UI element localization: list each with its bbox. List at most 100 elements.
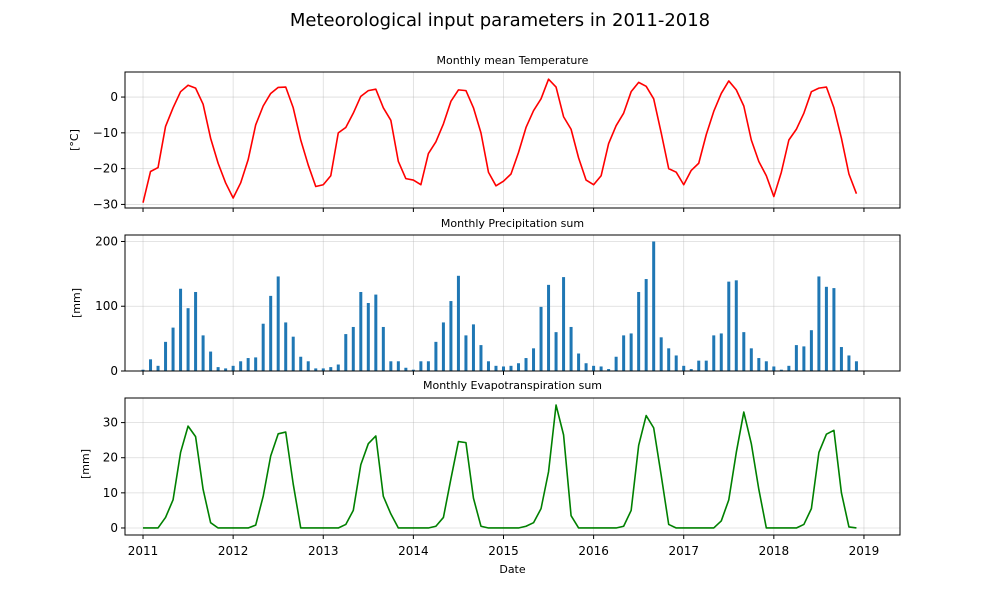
precipitation-bar-70 [667, 348, 671, 371]
precipitation-bar-24 [321, 368, 325, 371]
precipitation-bar-56 [562, 277, 566, 371]
precipitation-bar-2 [156, 365, 160, 371]
xtick-label-2: 2013 [308, 544, 339, 558]
x-axis-label: Date [499, 563, 526, 576]
precipitation-bar-95 [854, 361, 858, 371]
precipitation-bar-92 [832, 288, 836, 371]
precipitation-bar-8 [201, 335, 205, 371]
temperature-title: Monthly mean Temperature [437, 54, 589, 67]
evapotranspiration-ylabel: [mm] [79, 449, 92, 479]
precipitation-bar-82 [757, 358, 761, 371]
precipitation-bar-18 [276, 276, 280, 371]
precipitation-bar-57 [569, 326, 573, 371]
precipitation-bar-28 [351, 326, 355, 371]
precipitation-bar-6 [186, 308, 190, 371]
precipitation-bar-71 [674, 355, 678, 371]
precipitation-bar-35 [404, 367, 408, 371]
evapotranspiration-title: Monthly Evapotranspiration sum [423, 379, 602, 392]
precipitation-bar-53 [539, 306, 543, 371]
evapotranspiration-ytick-label-2: 20 [103, 451, 118, 465]
precipitation-bar-51 [524, 358, 528, 371]
precipitation-bar-86 [787, 365, 791, 371]
precipitation-axes: Monthly Precipitation sum [mm] 0 100 200 [70, 217, 901, 378]
precipitation-bar-34 [396, 361, 400, 371]
precipitation-bar-29 [359, 291, 363, 371]
temperature-ytick-label-1: −10 [93, 126, 118, 140]
precipitation-bar-72 [682, 365, 686, 371]
evapotranspiration-series-line [143, 404, 857, 529]
precipitation-bar-42 [456, 275, 460, 371]
precipitation-bar-76 [712, 335, 716, 371]
precipitation-title: Monthly Precipitation sum [441, 217, 584, 230]
precipitation-bar-52 [532, 348, 536, 371]
precipitation-bar-81 [749, 348, 753, 371]
precipitation-bar-79 [734, 280, 738, 371]
precipitation-bar-85 [779, 369, 783, 371]
precipitation-bar-39 [434, 341, 438, 371]
precipitation-bar-4 [171, 327, 175, 371]
precipitation-bar-90 [817, 276, 821, 371]
precipitation-ylabel: [mm] [70, 288, 83, 318]
xtick-label-6: 2017 [668, 544, 699, 558]
xtick-label-1: 2012 [218, 544, 249, 558]
precipitation-bar-60 [592, 365, 596, 371]
precipitation-bar-5 [179, 288, 183, 371]
precipitation-bar-3 [164, 341, 168, 371]
precipitation-bar-11 [224, 368, 228, 371]
precipitation-bar-13 [239, 361, 243, 371]
precipitation-bar-31 [374, 294, 378, 371]
temperature-ytick-label-3: −30 [93, 197, 118, 211]
precipitation-bar-9 [209, 351, 213, 371]
precipitation-bar-27 [344, 334, 348, 371]
precipitation-bar-48 [501, 366, 505, 371]
precipitation-bar-94 [847, 355, 851, 371]
precipitation-bar-69 [659, 337, 663, 371]
precipitation-bar-17 [269, 295, 273, 371]
precipitation-bar-54 [547, 284, 551, 371]
temperature-ylabel: [°C] [68, 129, 81, 151]
precipitation-bar-75 [704, 360, 708, 371]
xtick-label-0: 2011 [128, 544, 159, 558]
precipitation-bar-16 [261, 323, 265, 371]
precipitation-bar-41 [449, 301, 453, 371]
precipitation-bar-30 [366, 303, 370, 371]
temperature-axes: Monthly mean Temperature [°C] 0 −10 −20 −30 [68, 54, 901, 212]
precipitation-bar-14 [246, 358, 250, 371]
temperature-ytick-label-0: 0 [110, 90, 118, 104]
precipitation-bar-1 [149, 359, 153, 371]
figure-title: Meteorological input parameters in 2011-… [290, 10, 710, 31]
precipitation-bar-10 [216, 367, 220, 371]
precipitation-bar-58 [577, 353, 581, 371]
precipitation-bar-80 [742, 332, 746, 371]
precipitation-bar-89 [809, 330, 813, 371]
precipitation-bar-19 [284, 322, 288, 371]
precipitation-bar-23 [314, 368, 318, 371]
precipitation-bar-32 [381, 326, 385, 371]
precipitation-bar-83 [764, 361, 768, 371]
evapotranspiration-axes: Monthly Evapotranspiration sum [mm] 0 10 2… [79, 379, 901, 558]
precipitation-bar-21 [299, 356, 303, 371]
precipitation-bar-37 [419, 361, 423, 371]
precipitation-bar-33 [389, 361, 393, 371]
precipitation-bar-88 [802, 346, 806, 371]
precipitation-bar-47 [494, 365, 498, 371]
precipitation-bar-15 [254, 357, 258, 371]
xtick-label-8: 2019 [849, 544, 880, 558]
precipitation-bar-66 [637, 291, 641, 371]
precipitation-bar-46 [486, 361, 490, 371]
xtick-label-3: 2014 [398, 544, 429, 558]
precipitation-bar-73 [689, 369, 693, 371]
evapotranspiration-ytick-label-3: 30 [103, 416, 118, 430]
precipitation-bar-67 [644, 279, 648, 371]
precipitation-bar-25 [329, 367, 333, 371]
precipitation-ytick-label-0: 0 [110, 364, 118, 378]
xtick-label-5: 2016 [578, 544, 609, 558]
precipitation-bar-64 [622, 335, 626, 371]
temperature-ytick-label-2: −20 [93, 162, 118, 176]
precipitation-bar-44 [471, 324, 475, 371]
evapotranspiration-ytick-label-0: 0 [110, 521, 118, 535]
evapotranspiration-ytick-label-1: 10 [103, 486, 118, 500]
precipitation-bar-59 [584, 363, 588, 371]
precipitation-bar-74 [697, 360, 701, 371]
